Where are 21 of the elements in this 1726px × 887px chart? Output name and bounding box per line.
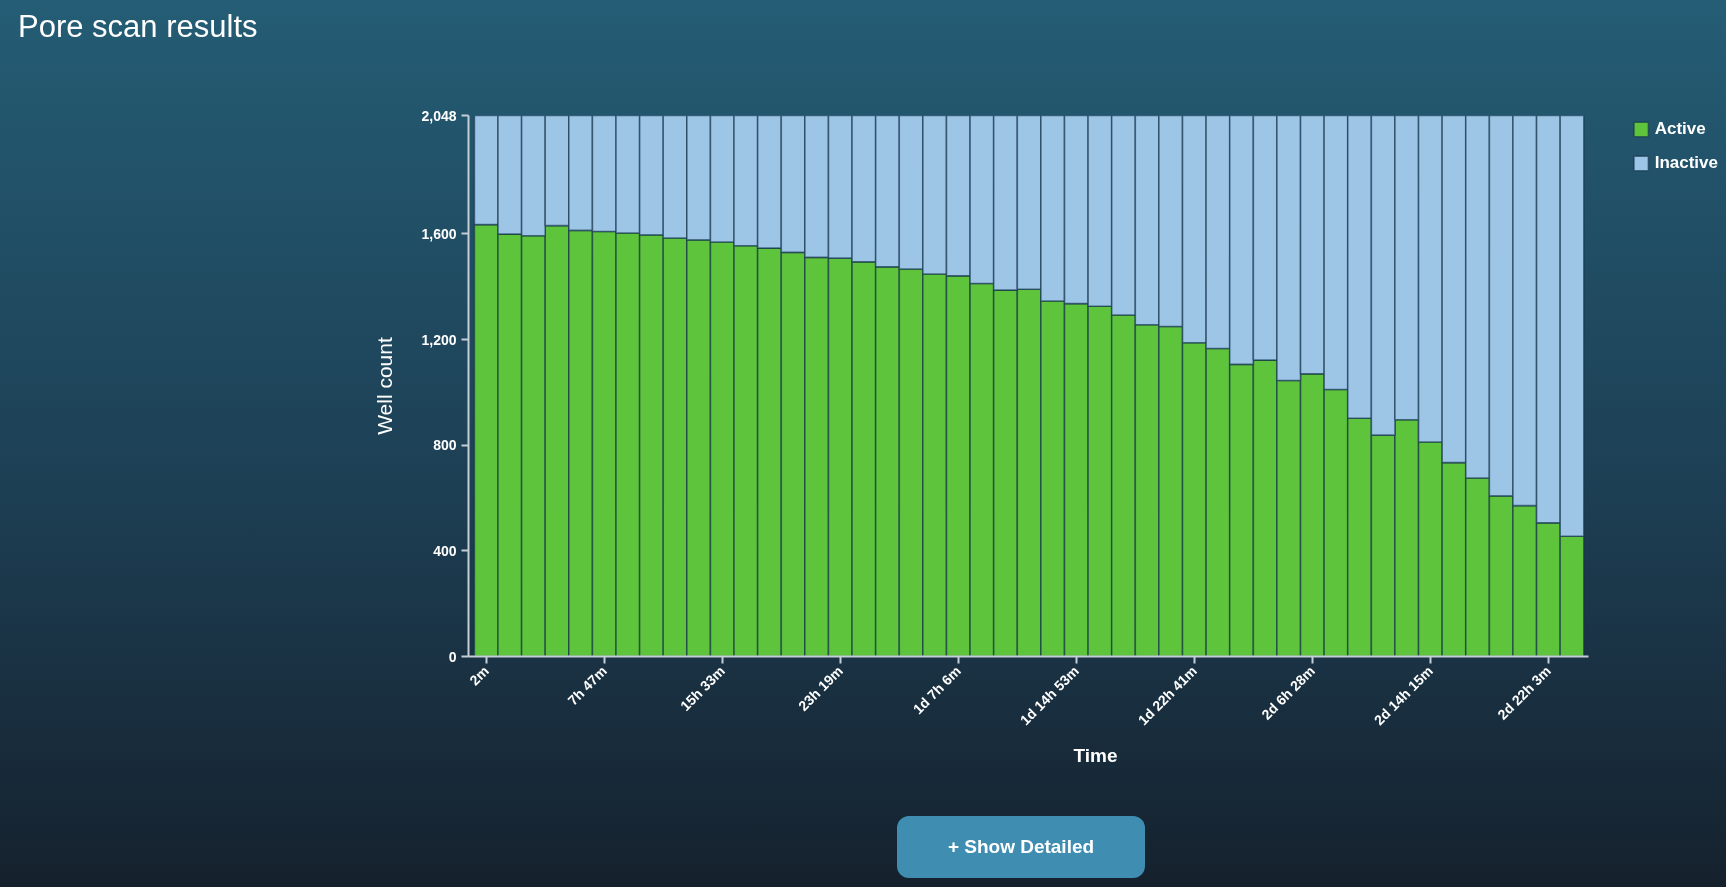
text: Pore scan results (18, 8, 258, 46)
y-tick-label: 0 (448, 648, 457, 665)
x-tick-label: 1d 7h 6m (909, 662, 964, 718)
x-axis-title: Time (1073, 744, 1118, 766)
y-tick-label: 1,600 (421, 225, 457, 242)
legend-label: Inactive (1654, 153, 1718, 173)
y-tick-label: 800 (433, 437, 457, 454)
x-tick-label: 2d 14h 15m (1370, 662, 1437, 729)
y-tick-label: 2,048 (421, 107, 457, 124)
x-tick-label: 15h 33m (676, 662, 728, 714)
x-tick-label: 2d 22h 3m (1494, 662, 1555, 723)
legend-label: Active (1654, 119, 1706, 139)
y-tick-label: 1,200 (421, 331, 457, 348)
x-tick-label: 23h 19m (794, 662, 846, 714)
x-tick-label: 1d 22h 41m (1134, 662, 1200, 729)
y-axis-title: Well count (373, 337, 397, 435)
x-tick-label: 7h 47m (564, 662, 610, 709)
text: + Show Detailed (947, 835, 1095, 859)
x-tick-label: 1d 14h 53m (1016, 662, 1082, 729)
y-tick-label: 400 (433, 542, 457, 559)
x-tick-label: 2m (466, 662, 492, 689)
